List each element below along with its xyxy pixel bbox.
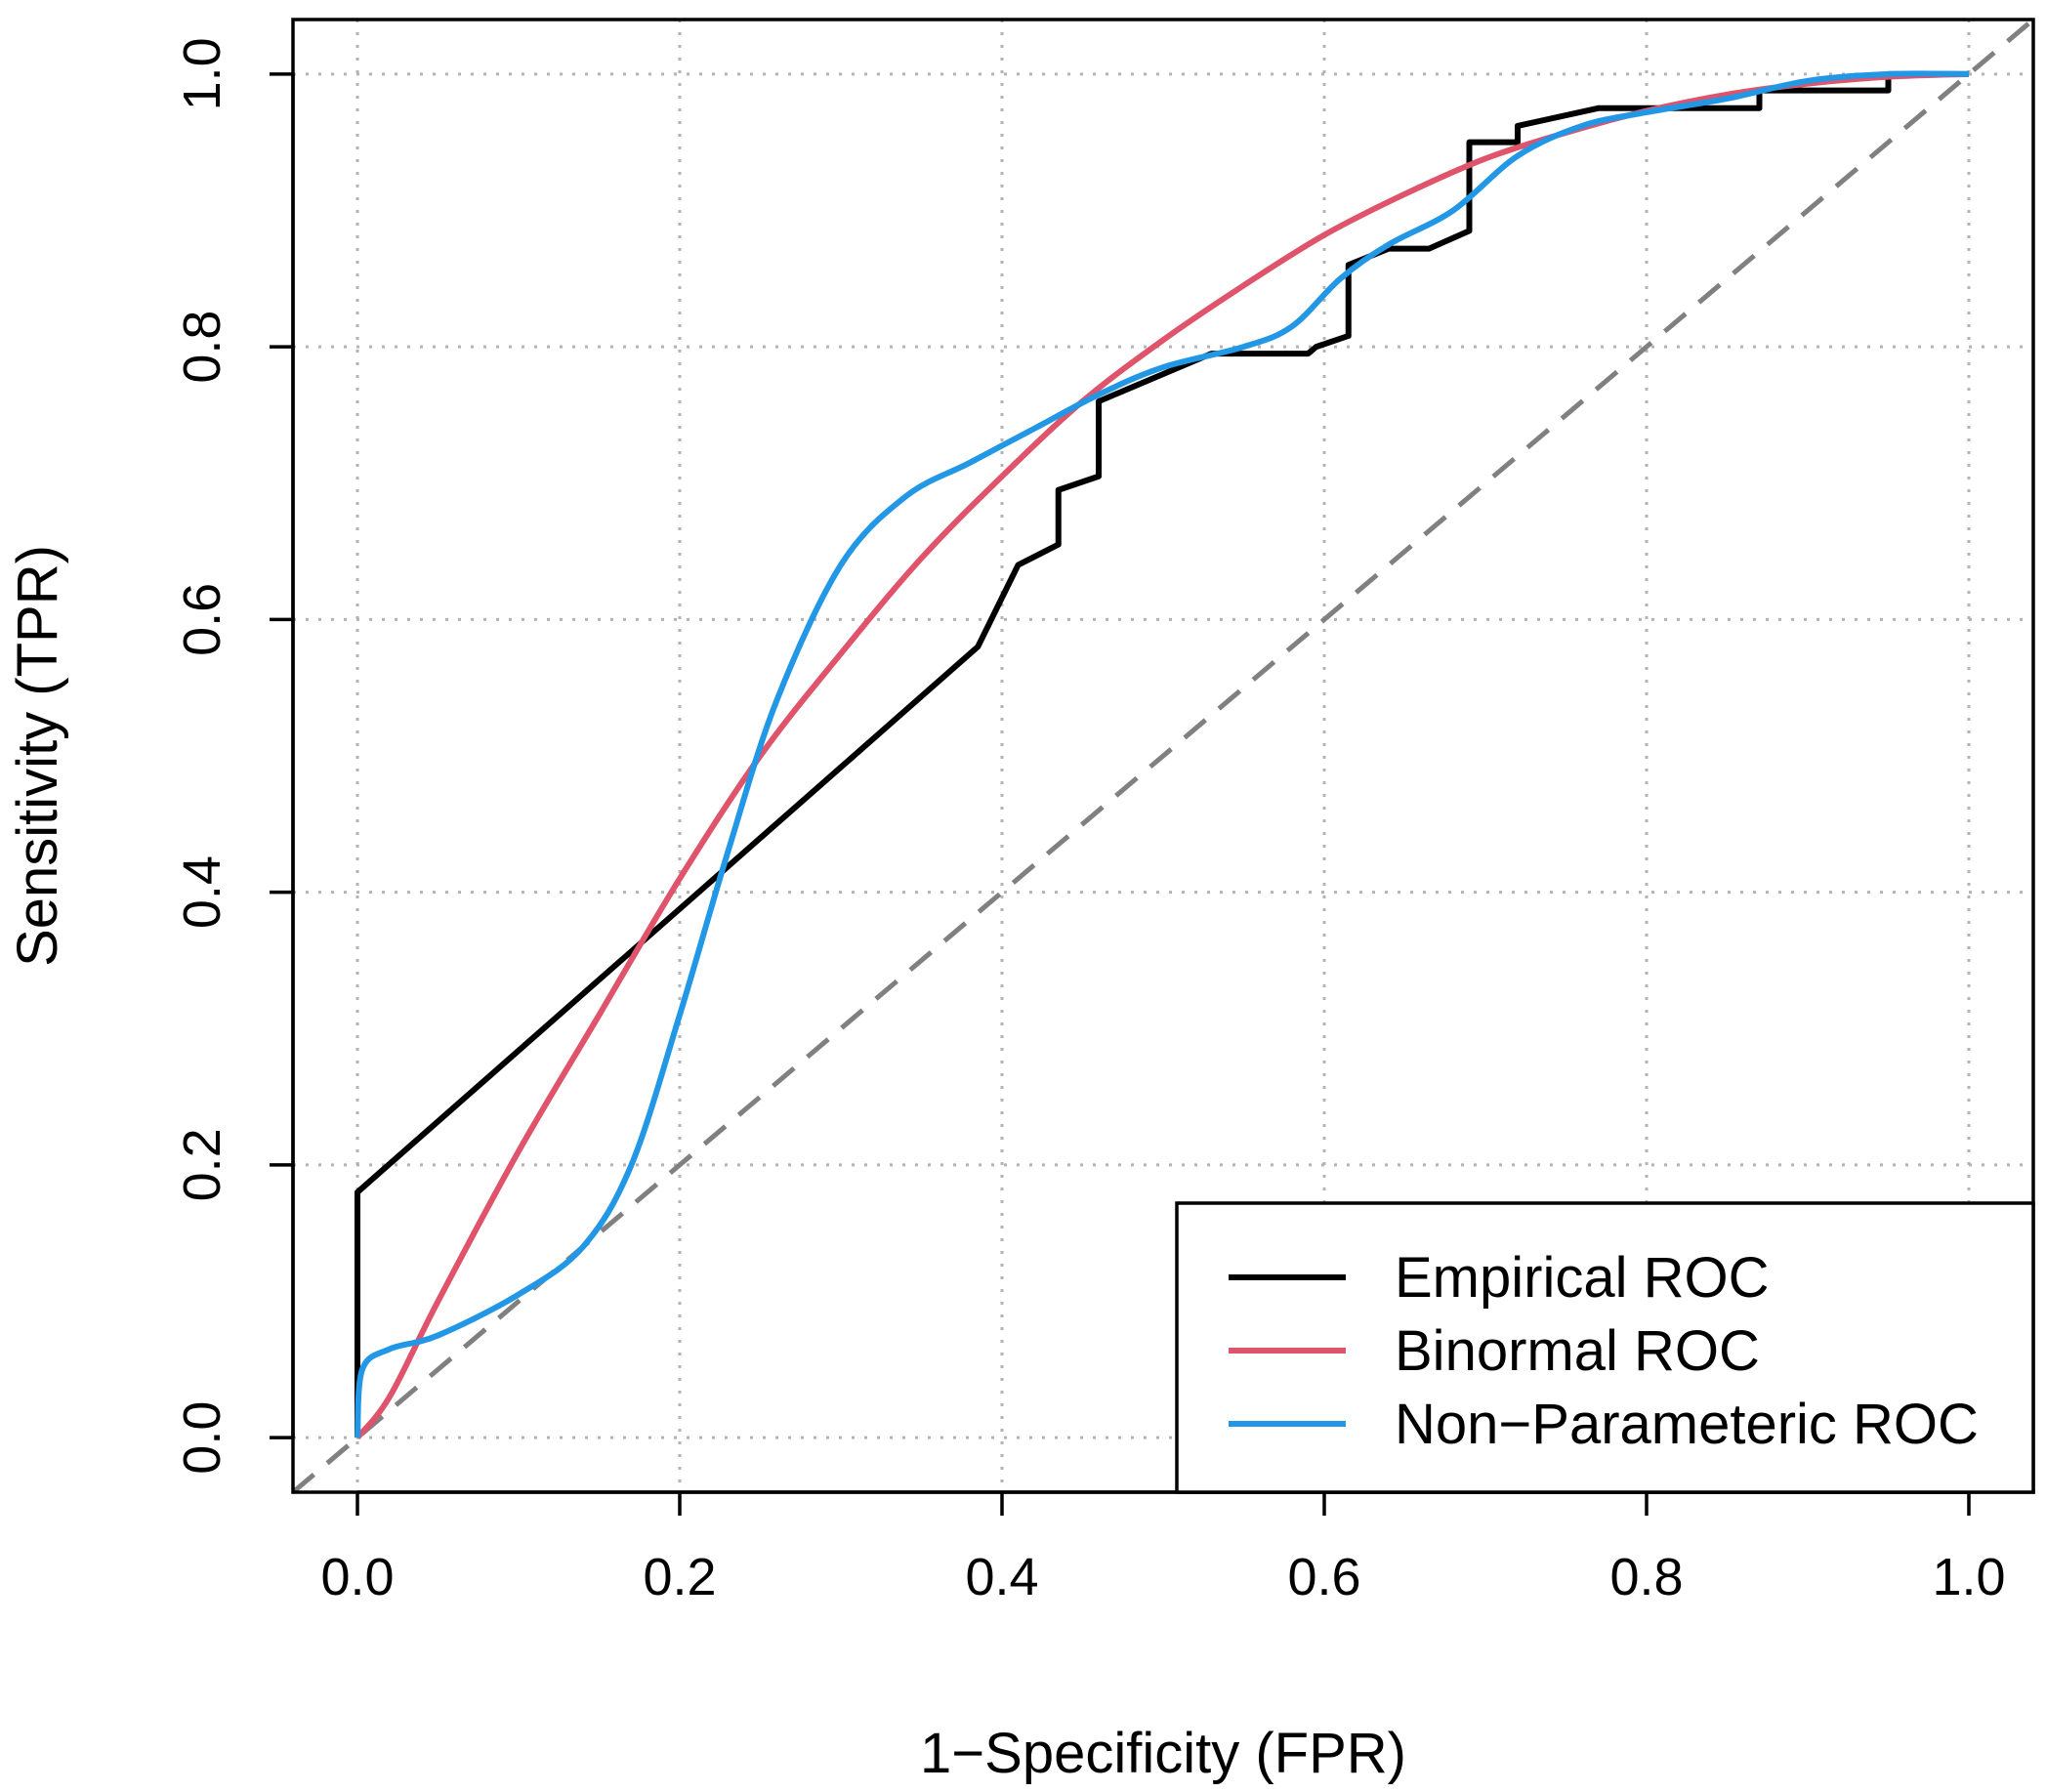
x-tick-label: 0.6 xyxy=(1287,1548,1360,1606)
series-layer xyxy=(355,70,1970,1440)
legend-label-1: Binormal ROC xyxy=(1395,1319,1760,1383)
y-tick-label: 0.8 xyxy=(173,311,231,384)
y-axis: 0.0 0.2 0.4 0.6 0.8 1.0 xyxy=(173,37,295,1475)
x-tick-label: 0.4 xyxy=(965,1548,1038,1606)
series-line-0 xyxy=(355,70,1969,1438)
x-axis: 0.0 0.2 0.4 0.6 0.8 1.0 xyxy=(320,1490,2006,1606)
x-tick-label: 0.2 xyxy=(643,1548,716,1606)
legend-label-0: Empirical ROC xyxy=(1395,1246,1770,1310)
y-tick-label: 0.4 xyxy=(173,855,231,929)
y-tick-label: 0.2 xyxy=(173,1128,231,1201)
legend-label-2: Non−Parameteric ROC xyxy=(1395,1393,1979,1456)
x-tick-label: 0.0 xyxy=(320,1548,394,1606)
x-tick-label: 0.8 xyxy=(1609,1548,1683,1606)
legend: Empirical ROC Binormal ROC Non−Parameteric… xyxy=(1175,1201,2035,1494)
y-tick-label: 0.0 xyxy=(173,1401,231,1475)
x-tick-label: 1.0 xyxy=(1932,1548,2005,1606)
y-axis-label: Sensitivity (TPR) xyxy=(6,545,69,967)
series-line-2 xyxy=(355,70,1970,1438)
y-tick-label: 0.6 xyxy=(173,583,231,656)
x-axis-label: 1−Specificity (FPR) xyxy=(920,1722,1406,1785)
y-tick-label: 1.0 xyxy=(173,37,231,110)
